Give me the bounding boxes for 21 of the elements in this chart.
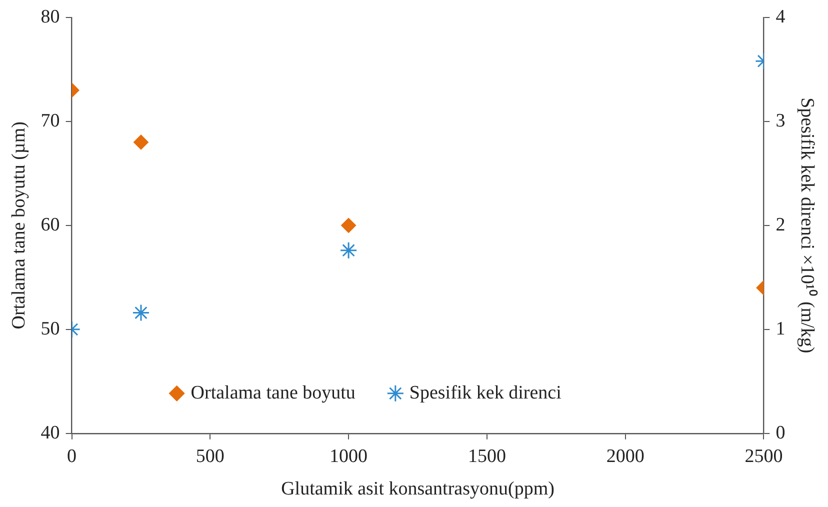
y-tick-label: 80 — [40, 6, 60, 28]
x-axis-title: Glutamik asit konsantrasyonu(ppm) — [281, 478, 554, 500]
y2-axis-title: Spesifik kek direnci ×10¹⁰ (m/kg) — [796, 98, 819, 354]
y2-tick-label: 3 — [776, 110, 786, 132]
legend-label: Spesifik kek direnci — [409, 382, 562, 404]
y-tick-label: 40 — [40, 422, 60, 444]
y2-tick-label: 4 — [776, 6, 786, 28]
x-tick-label: 0 — [67, 446, 77, 467]
x-tick-label: 2000 — [606, 446, 644, 467]
x-tick-label: 1000 — [330, 446, 368, 467]
y-tick-label: 60 — [40, 214, 60, 236]
y-axis-title: Ortalama tane boyutu (µm) — [8, 122, 30, 330]
y-tick-label: 50 — [40, 318, 60, 340]
y2-tick-label: 1 — [776, 318, 786, 340]
y-tick-label: 70 — [40, 110, 60, 132]
y2-tick-label: 2 — [776, 214, 786, 236]
x-tick-label: 500 — [196, 446, 224, 467]
x-tick-label: 2500 — [744, 446, 783, 467]
y2-tick-label: 0 — [776, 422, 786, 444]
x-tick-label: 1500 — [468, 446, 506, 467]
legend-label: Ortalama tane boyutu — [190, 382, 356, 404]
